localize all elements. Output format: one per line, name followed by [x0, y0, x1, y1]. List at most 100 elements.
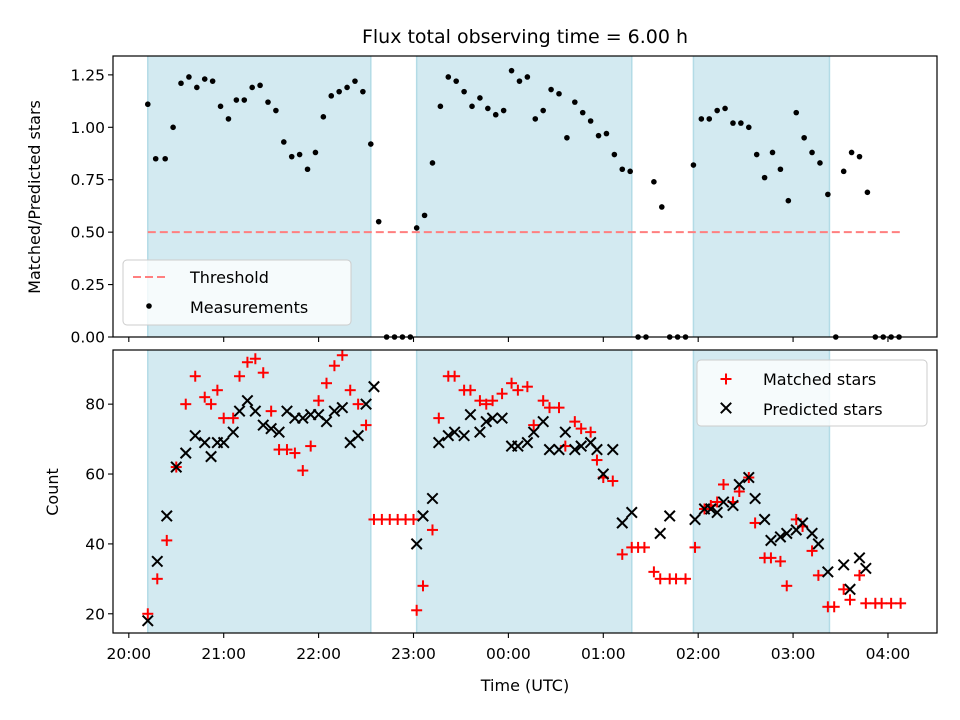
predicted-star-marker	[320, 415, 333, 428]
predicted-star-marker	[141, 614, 154, 627]
predicted-star-marker	[591, 443, 603, 456]
predicted-star-marker	[511, 440, 524, 452]
measurement-point	[793, 109, 800, 116]
measurement-point	[241, 97, 248, 103]
predicted-star-marker	[527, 426, 540, 439]
measurement-point	[170, 124, 176, 131]
top-y-tick-label: 1.00	[70, 119, 105, 137]
measurement-point	[186, 74, 192, 80]
x-tick-label: 22:00	[296, 645, 341, 663]
measurement-point	[706, 116, 713, 122]
matched-star-marker	[352, 398, 364, 410]
matched-star-marker	[449, 370, 461, 382]
matched-star-marker	[575, 423, 587, 435]
predicted-star-marker	[727, 499, 739, 512]
measurement-point	[296, 151, 303, 158]
bottom-y-tick-label: 80	[85, 396, 105, 414]
measurement-point	[690, 162, 697, 168]
measurement-point	[162, 155, 168, 162]
measurement-point	[304, 166, 311, 173]
predicted-star-marker	[543, 443, 556, 456]
matched-star-marker	[180, 398, 192, 410]
measurement-point	[572, 99, 578, 105]
measurement-point	[413, 225, 420, 231]
predicted-star-marker	[711, 506, 724, 519]
predicted-star-marker	[458, 429, 471, 442]
predicted-star-marker	[328, 405, 341, 418]
matched-star-marker	[199, 391, 211, 403]
measurement-point	[312, 149, 319, 156]
legend-matched-swatch	[720, 373, 732, 385]
matched-star-marker	[828, 601, 840, 613]
top-y-tick-label: 0.50	[70, 224, 105, 242]
predicted-star-marker	[160, 510, 173, 522]
predicted-star-marker	[853, 551, 866, 564]
x-tick-label: 03:00	[771, 645, 816, 663]
x-tick-label: 00:00	[486, 645, 531, 663]
matched-star-marker	[670, 573, 682, 585]
top-shaded-intervals	[147, 56, 831, 337]
matched-star-marker	[480, 398, 492, 410]
matched-star-marker	[289, 447, 301, 459]
predicted-star-marker	[336, 401, 349, 414]
predicted-star-marker	[765, 534, 777, 547]
predicted-star-marker	[717, 496, 730, 508]
predicted-star-marker	[780, 527, 793, 540]
matched-star-marker	[781, 580, 793, 592]
predicted-star-marker	[597, 468, 610, 480]
matched-star-marker	[506, 377, 518, 389]
measurement-point	[281, 139, 287, 145]
predicted-star-marker	[806, 527, 818, 540]
predicted-star-marker	[496, 412, 508, 425]
matched-star-marker	[765, 552, 777, 564]
measurement-point	[344, 84, 350, 91]
matched-star-marker	[234, 370, 246, 382]
predicted-star-marker	[553, 443, 565, 456]
measurement-point	[840, 168, 847, 175]
measurement-point	[730, 120, 736, 126]
measurement-point	[603, 130, 610, 137]
matched-star-marker	[328, 360, 340, 372]
measurement-point	[611, 151, 618, 158]
predicted-star-marker	[742, 471, 755, 484]
predicted-star-marker	[837, 558, 850, 571]
predicted-star-marker	[568, 443, 581, 456]
matched-star-marker	[607, 475, 619, 487]
measurement-point	[485, 105, 491, 112]
predicted-star-marker	[486, 412, 499, 425]
legend-predicted-label: Predicted stars	[763, 400, 883, 419]
x-tick-label: 04:00	[866, 645, 911, 663]
matched-star-marker	[411, 604, 423, 616]
measurement-point	[556, 90, 562, 97]
matched-star-marker	[711, 496, 723, 508]
matched-star-marker	[297, 465, 309, 477]
measurement-point	[201, 76, 208, 82]
predicted-star-marker	[273, 426, 285, 439]
predicted-star-marker	[189, 429, 202, 442]
predicted-star-marker	[749, 492, 762, 505]
matched-star-marker	[265, 405, 277, 417]
matched-star-marker	[161, 534, 173, 546]
matched-star-marker	[860, 597, 872, 609]
measurement-point	[698, 116, 705, 122]
measurement-point	[769, 149, 776, 156]
predicted-star-marker	[663, 510, 676, 522]
bottom-axes: 20 40 60 80 20:00 21:00 22:00 23:00 00:00 01:00 02…	[85, 349, 938, 663]
matched-star-marker	[838, 583, 850, 595]
bottom-legend-box	[696, 359, 928, 427]
measurement-point	[421, 212, 428, 219]
matched-star-marker	[569, 416, 581, 428]
predicted-star-marker	[448, 426, 461, 439]
x-tick-label: 23:00	[391, 645, 436, 663]
predicted-star-marker	[689, 513, 701, 526]
legend-measurements-label: Measurements	[190, 298, 308, 317]
matched-star-marker	[844, 594, 856, 606]
matched-star-marker	[151, 573, 163, 585]
measurement-point	[500, 107, 507, 114]
measurement-point	[714, 107, 720, 114]
measurement-point	[328, 93, 335, 99]
legend-threshold-label: Threshold	[189, 268, 269, 287]
matched-star-marker	[360, 419, 372, 431]
matched-star-marker	[733, 486, 745, 497]
